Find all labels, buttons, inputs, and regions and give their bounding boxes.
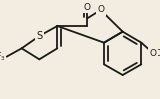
Text: O: O xyxy=(150,49,157,58)
Text: OCH$_3$: OCH$_3$ xyxy=(155,47,160,60)
Text: S: S xyxy=(36,31,42,41)
Text: O: O xyxy=(97,6,104,14)
Text: O: O xyxy=(84,3,91,12)
Text: CF$_3$: CF$_3$ xyxy=(0,50,6,63)
